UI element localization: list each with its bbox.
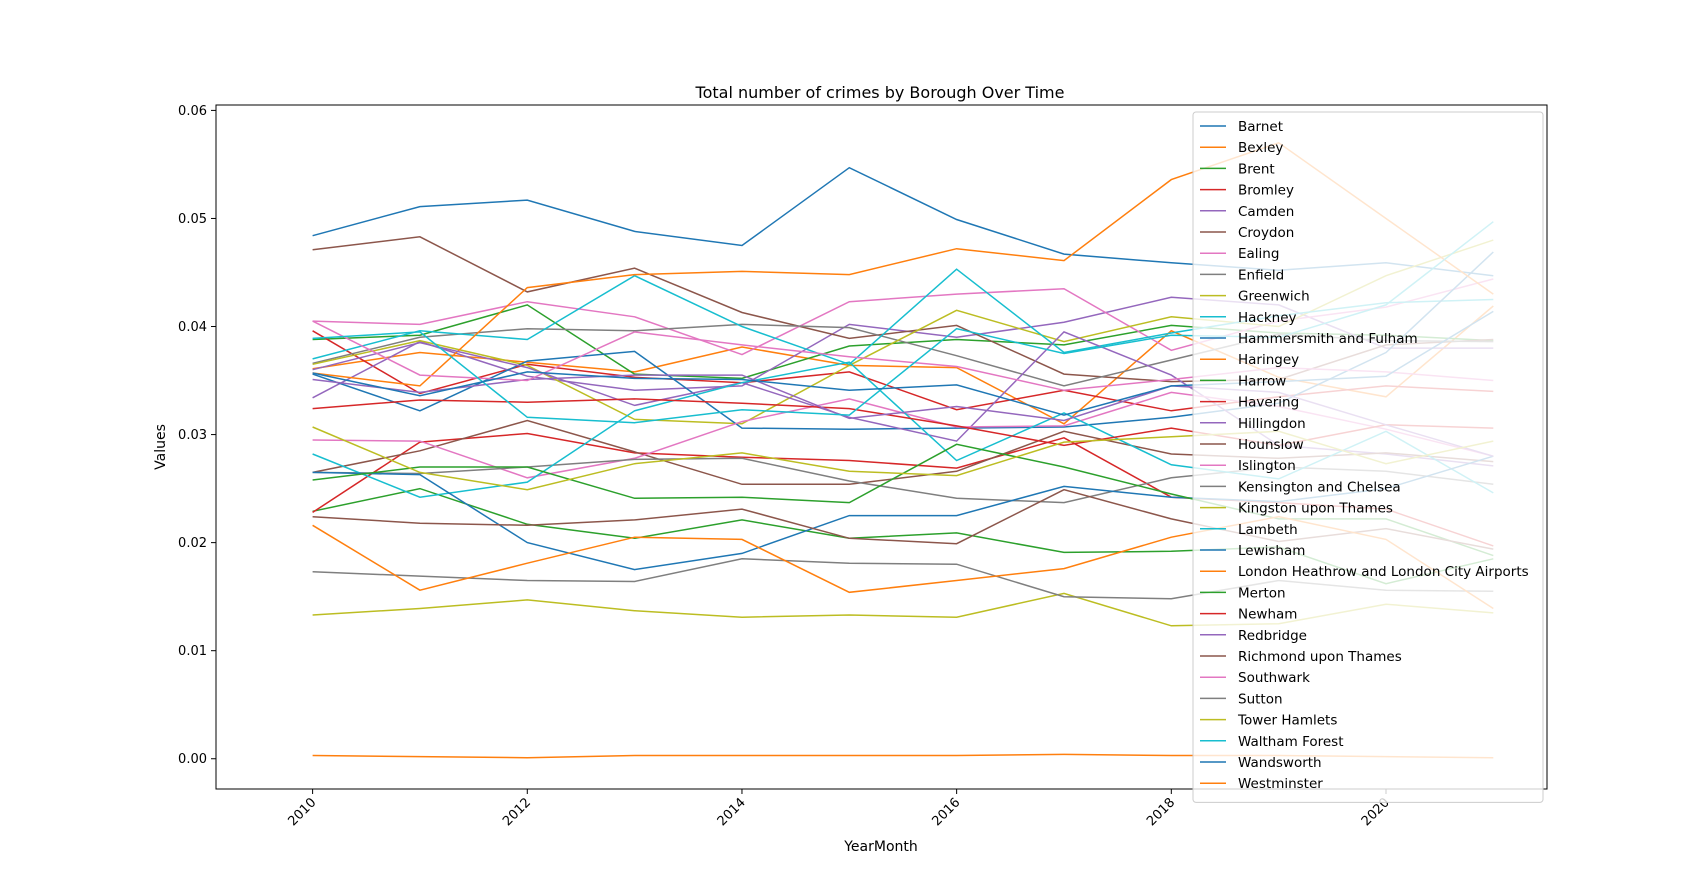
legend-label-26: Southwark [1238,670,1310,686]
y-tick-label: 0.00 [178,752,207,767]
legend-label-2: Brent [1238,161,1275,177]
legend-label-3: Bromley [1238,183,1294,199]
legend-label-24: Redbridge [1238,628,1307,644]
legend-label-1: Bexley [1238,140,1283,156]
legend-label-22: Merton [1238,585,1286,601]
legend-label-7: Enfield [1238,267,1284,283]
legend-label-21: London Heathrow and London City Airports [1238,564,1529,580]
legend: Barnet Bexley Brent Bromley Camden Croydon Eal… [1192,111,1544,803]
legend-label-8: Greenwich [1238,289,1310,305]
legend-label-27: Sutton [1238,691,1283,707]
y-tick-label: 0.04 [178,320,207,335]
legend-label-25: Richmond upon Thames [1238,649,1402,665]
x-tick-label: 2016 [929,795,963,829]
y-axis-label: Values [153,424,169,470]
legend-label-20: Lewisham [1238,543,1305,559]
legend-label-10: Hammersmith and Fulham [1238,331,1418,347]
y-tick-label: 0.05 [178,212,207,227]
legend-label-6: Ealing [1238,246,1279,262]
x-axis-label: YearMonth [843,839,918,855]
x-tick-label: 2012 [500,795,534,829]
legend-label-12: Harrow [1238,373,1286,389]
legend-label-4: Camden [1238,204,1294,220]
legend-box [1192,111,1544,803]
y-axis: 0.00 0.01 0.02 0.03 0.04 0.05 0.06 [178,104,216,767]
legend-label-18: Kingston upon Thames [1238,501,1393,517]
legend-label-5: Croydon [1238,225,1294,241]
y-tick-label: 0.06 [178,104,207,119]
legend-label-16: Islington [1238,458,1296,474]
x-tick-label: 2018 [1144,795,1178,829]
legend-label-23: Newham [1238,607,1297,623]
legend-label-13: Havering [1238,395,1299,411]
legend-label-19: Lambeth [1238,522,1298,538]
legend-label-15: Hounslow [1238,437,1304,453]
x-tick-label: 2010 [285,795,319,829]
legend-label-29: Waltham Forest [1238,734,1344,750]
plot-frame [215,104,1548,790]
y-tick-label: 0.03 [178,428,207,443]
y-tick-label: 0.02 [178,536,207,551]
legend-label-31: Westminster [1238,776,1323,792]
legend-label-17: Kensington and Chelsea [1238,479,1401,495]
legend-label-14: Hillingdon [1238,416,1306,432]
legend-label-9: Hackney [1238,310,1297,326]
x-tick-label: 2014 [715,795,749,829]
legend-label-30: Wandsworth [1238,755,1322,771]
chart-title: Total number of crimes by Borough Over T… [695,83,1065,102]
legend-label-11: Haringey [1238,352,1299,368]
legend-label-0: Barnet [1238,119,1283,135]
legend-label-28: Tower Hamlets [1237,713,1337,729]
y-tick-label: 0.01 [178,644,207,659]
